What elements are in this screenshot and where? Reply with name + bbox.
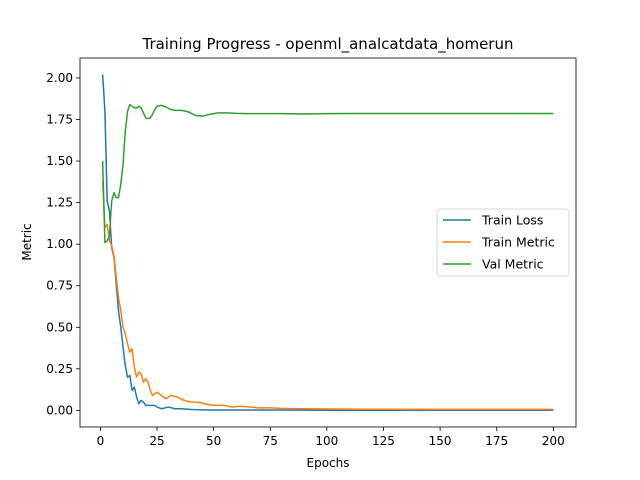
y-axis: 0.00 0.25 0.50 0.75 1.00 1.25 1.50 1.75 2.00 [46,71,80,417]
plot-lines [101,74,554,411]
x-tick-label: 175 [485,434,508,448]
y-axis-label: Metric [20,223,34,260]
legend: Train Loss Train Metric Val Metric [436,208,570,277]
x-axis-label: Epochs [307,456,350,470]
y-tick-label: 1.75 [46,113,73,127]
x-tick-label: 150 [429,434,452,448]
legend-entry-label: Train Metric [481,235,555,250]
chart-title: Training Progress - openml_analcatdata_h… [141,35,513,54]
y-tick-label: 0.75 [46,279,73,293]
series-line-train-metric [101,180,554,411]
legend-frame [436,208,570,277]
x-tick-label: 100 [315,434,338,448]
legend-entry-label: Train Loss [481,213,543,228]
legend-entry-label: Val Metric [482,257,544,272]
y-tick-label: 2.00 [46,71,73,85]
y-tick-label: 0.00 [46,403,73,417]
y-tick-label: 1.50 [46,154,73,168]
x-tick-label: 125 [372,434,395,448]
y-tick-label: 0.25 [46,362,73,376]
x-tick-label: 25 [149,434,164,448]
plot-frame [79,57,577,428]
y-tick-label: 0.50 [46,320,73,334]
x-tick-label: 200 [542,434,565,448]
y-tick-label: 1.25 [46,196,73,210]
y-tick-label: 1.00 [46,237,73,251]
series-line-val-metric [101,103,554,244]
x-tick-label: 75 [263,434,278,448]
x-axis: 0 25 50 75 100 125 150 175 200 [97,427,565,448]
x-tick-label: 0 [97,434,105,448]
x-tick-label: 50 [206,434,221,448]
